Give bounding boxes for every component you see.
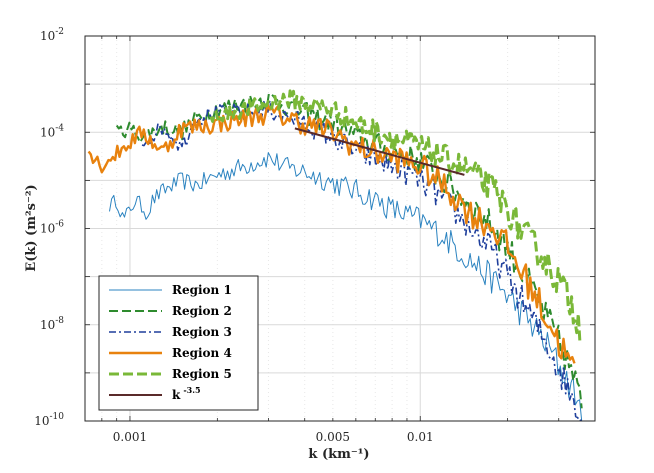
y-axis-label: E(k) (m²s⁻²) <box>24 184 39 271</box>
legend: Region 1 Region 2 Region 3 Region 4 Region 5… <box>98 275 259 411</box>
series-line-2 <box>115 92 583 409</box>
y-tick-label: 10-8 <box>40 316 64 332</box>
legend-label-4: Region 4 <box>172 346 232 360</box>
grid <box>84 35 596 422</box>
legend-label-2: Region 2 <box>172 304 232 318</box>
legend-label-3: Region 3 <box>172 325 232 339</box>
ticks <box>84 35 596 422</box>
series-line-5 <box>209 89 582 344</box>
series-group <box>87 89 583 422</box>
y-tick-label: 10-4 <box>40 123 64 139</box>
legend-box <box>98 275 259 411</box>
x-tick-label: 0.005 <box>316 430 350 444</box>
series-line-1 <box>109 152 583 422</box>
x-tick-labels: 0.001 0.005 0.01 <box>113 430 434 444</box>
x-tick-label: 0.001 <box>113 430 147 444</box>
legend-label-1: Region 1 <box>172 283 232 297</box>
y-tick-label: 10-2 <box>40 27 64 43</box>
series-line-6 <box>294 127 465 176</box>
y-tick-label: 10-6 <box>40 220 64 236</box>
x-tick-label: 0.01 <box>407 430 434 444</box>
y-tick-labels: 10-10 10-8 10-6 10-4 10-2 <box>34 27 64 428</box>
series-line-4 <box>87 103 576 364</box>
y-tick-label: 10-10 <box>34 412 64 428</box>
x-axis-label: k (km⁻¹) <box>308 447 369 462</box>
legend-label-5: Region 5 <box>172 367 232 381</box>
legend-label-6: k -3.5 <box>172 385 201 402</box>
